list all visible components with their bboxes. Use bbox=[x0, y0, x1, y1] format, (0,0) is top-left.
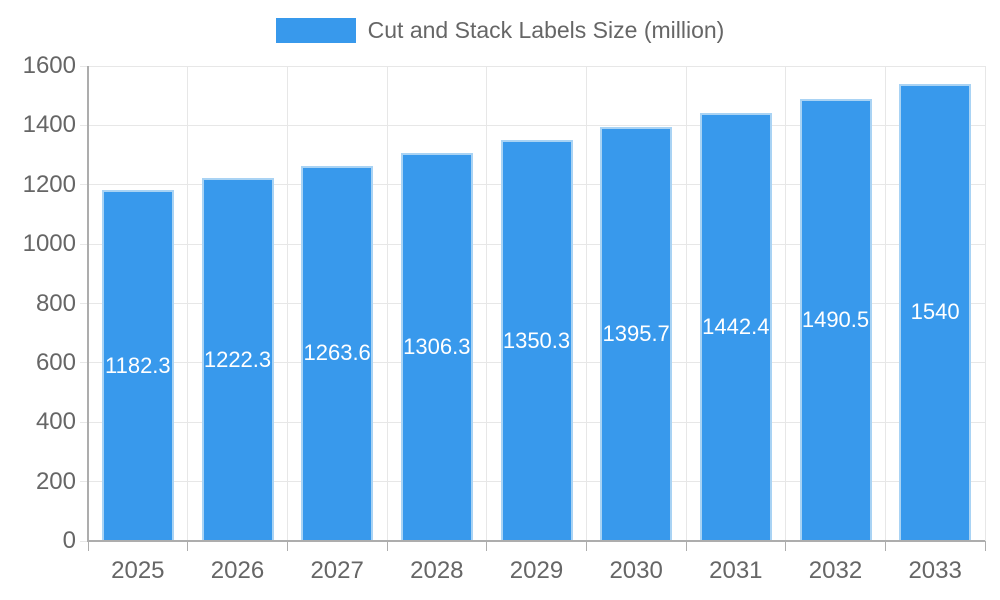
bar-value-label: 1395.7 bbox=[602, 320, 670, 346]
y-axis-tick bbox=[80, 124, 88, 126]
x-gridline bbox=[187, 66, 189, 541]
y-axis-line bbox=[87, 66, 89, 542]
bar-2025[interactable] bbox=[101, 190, 174, 540]
x-axis-tick bbox=[685, 541, 687, 551]
x-axis-tick bbox=[785, 541, 787, 551]
x-axis-tick bbox=[884, 541, 886, 551]
x-axis-line bbox=[87, 540, 985, 542]
bar-2033[interactable] bbox=[899, 83, 972, 540]
y-axis-tick bbox=[80, 481, 88, 483]
legend-label: Cut and Stack Labels Size (million) bbox=[367, 17, 725, 43]
y-axis-tick bbox=[80, 184, 88, 186]
y-gridline bbox=[88, 65, 985, 67]
y-axis-tick bbox=[80, 243, 88, 245]
bar-2030[interactable] bbox=[600, 126, 673, 540]
y-axis-tick bbox=[80, 421, 88, 423]
x-axis-tick bbox=[187, 541, 189, 551]
y-axis-tick-label: 600 bbox=[35, 348, 76, 376]
bar-2026[interactable] bbox=[201, 178, 274, 540]
y-gridline bbox=[88, 124, 985, 126]
x-axis-category-label: 2029 bbox=[509, 557, 564, 584]
bar-2031[interactable] bbox=[699, 112, 772, 540]
x-axis-tick bbox=[87, 541, 89, 551]
bar-value-label: 1540 bbox=[910, 299, 960, 325]
x-gridline bbox=[685, 66, 687, 541]
bar-value-label: 1350.3 bbox=[502, 327, 571, 353]
y-axis-tick-label: 1200 bbox=[22, 170, 76, 198]
y-axis-tick bbox=[80, 303, 88, 304]
x-gridline bbox=[884, 66, 886, 541]
x-axis-category-label: 2031 bbox=[709, 557, 763, 584]
x-axis-tick bbox=[984, 541, 986, 551]
bar-value-label: 1442.4 bbox=[702, 313, 770, 339]
x-axis-category-label: 2028 bbox=[410, 557, 464, 584]
y-axis-tick-label: 1600 bbox=[22, 52, 76, 79]
bar-2032[interactable] bbox=[799, 98, 872, 540]
y-axis-tick-label: 400 bbox=[35, 408, 76, 436]
x-gridline bbox=[386, 66, 388, 541]
x-axis-tick bbox=[486, 541, 488, 551]
bar-value-label: 1182.3 bbox=[105, 352, 171, 378]
legend-swatch bbox=[275, 18, 356, 43]
x-gridline bbox=[486, 66, 488, 541]
x-axis-category-label: 2025 bbox=[111, 557, 165, 584]
x-gridline bbox=[286, 66, 288, 541]
y-axis-tick-label: 1000 bbox=[22, 230, 76, 258]
x-axis-tick bbox=[585, 541, 587, 551]
bar-value-label: 1490.5 bbox=[801, 306, 870, 332]
bar-2028[interactable] bbox=[400, 153, 473, 540]
legend[interactable]: Cut and Stack Labels Size (million) bbox=[0, 18, 1000, 43]
y-axis-tick-label: 200 bbox=[35, 467, 76, 495]
x-axis-category-label: 2026 bbox=[210, 557, 265, 584]
y-axis-tick-label: 0 bbox=[62, 527, 76, 554]
y-axis-tick-label: 1400 bbox=[22, 111, 76, 139]
y-axis-tick-label: 800 bbox=[35, 289, 76, 317]
x-gridline bbox=[984, 66, 986, 541]
bar-2029[interactable] bbox=[500, 140, 573, 540]
x-axis-category-label: 2030 bbox=[609, 557, 663, 584]
x-gridline bbox=[785, 66, 787, 541]
x-gridline bbox=[585, 66, 587, 541]
bar-value-label: 1263.6 bbox=[303, 340, 371, 366]
bar-value-label: 1222.3 bbox=[203, 346, 272, 372]
y-axis-tick bbox=[80, 540, 88, 542]
bar-value-label: 1306.3 bbox=[403, 334, 471, 360]
bar-2027[interactable] bbox=[301, 165, 374, 540]
x-axis-category-label: 2032 bbox=[808, 557, 863, 584]
x-axis-category-label: 2027 bbox=[310, 557, 364, 584]
x-axis-tick bbox=[286, 541, 288, 551]
x-axis-category-label: 2033 bbox=[908, 557, 962, 584]
x-axis-tick bbox=[386, 541, 388, 551]
y-axis-tick bbox=[80, 65, 88, 67]
y-axis-tick bbox=[80, 362, 88, 364]
